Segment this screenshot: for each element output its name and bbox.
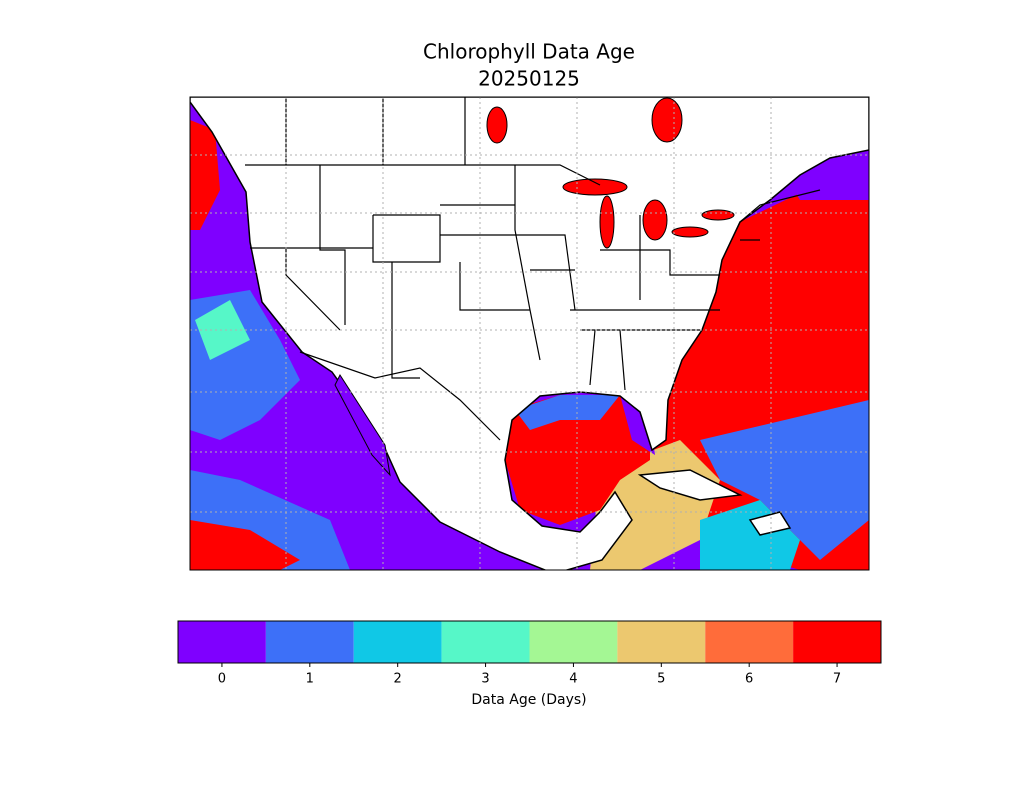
colorbar-tick-label: 1 xyxy=(306,672,314,687)
colorbar-tick-label: 3 xyxy=(481,672,489,687)
colorbar-tick-label: 7 xyxy=(833,672,841,687)
lake xyxy=(642,199,668,241)
ocean-patch xyxy=(190,120,220,230)
colorbar-label: Data Age (Days) xyxy=(471,692,586,708)
ocean-gulf xyxy=(505,395,650,525)
colorbar-tick-label: 5 xyxy=(657,672,665,687)
graticule xyxy=(190,97,869,570)
colorbar-tick-label: 0 xyxy=(218,672,226,687)
colorbar-segment xyxy=(793,621,881,663)
map xyxy=(190,97,869,570)
lake xyxy=(562,178,628,196)
ocean-patch xyxy=(700,400,869,560)
colorbar-tick-label: 2 xyxy=(394,672,402,687)
lake xyxy=(651,97,683,143)
ocean-patch xyxy=(620,395,655,455)
hispaniola xyxy=(748,511,792,536)
colorbar-segment xyxy=(705,621,794,663)
subtitle: 20250125 xyxy=(478,67,580,91)
ocean-patch xyxy=(515,395,620,430)
lake xyxy=(599,195,615,249)
colorbar-segment xyxy=(265,621,354,663)
land xyxy=(190,97,869,570)
lake xyxy=(486,106,508,144)
colorbar-segment xyxy=(617,621,706,663)
colorbar-tick-label: 4 xyxy=(569,672,577,687)
map-frame xyxy=(189,96,870,571)
cuba xyxy=(637,469,743,501)
title: Chlorophyll Data Age xyxy=(423,40,635,64)
colorbar-segment xyxy=(441,621,530,663)
colorbar: 0 1 2 3 4 5 6 7 xyxy=(178,621,881,687)
ocean-patch xyxy=(190,520,300,570)
colorbar-frame xyxy=(177,620,882,664)
colorbar-tick-label: 6 xyxy=(745,672,753,687)
lake xyxy=(671,226,709,238)
colorbar-segment xyxy=(353,621,442,663)
ocean-patch xyxy=(195,300,250,360)
colorbar-segment xyxy=(529,621,618,663)
lake xyxy=(701,209,735,221)
gulf-of-california xyxy=(334,373,391,477)
colorbar-segment xyxy=(178,621,266,663)
